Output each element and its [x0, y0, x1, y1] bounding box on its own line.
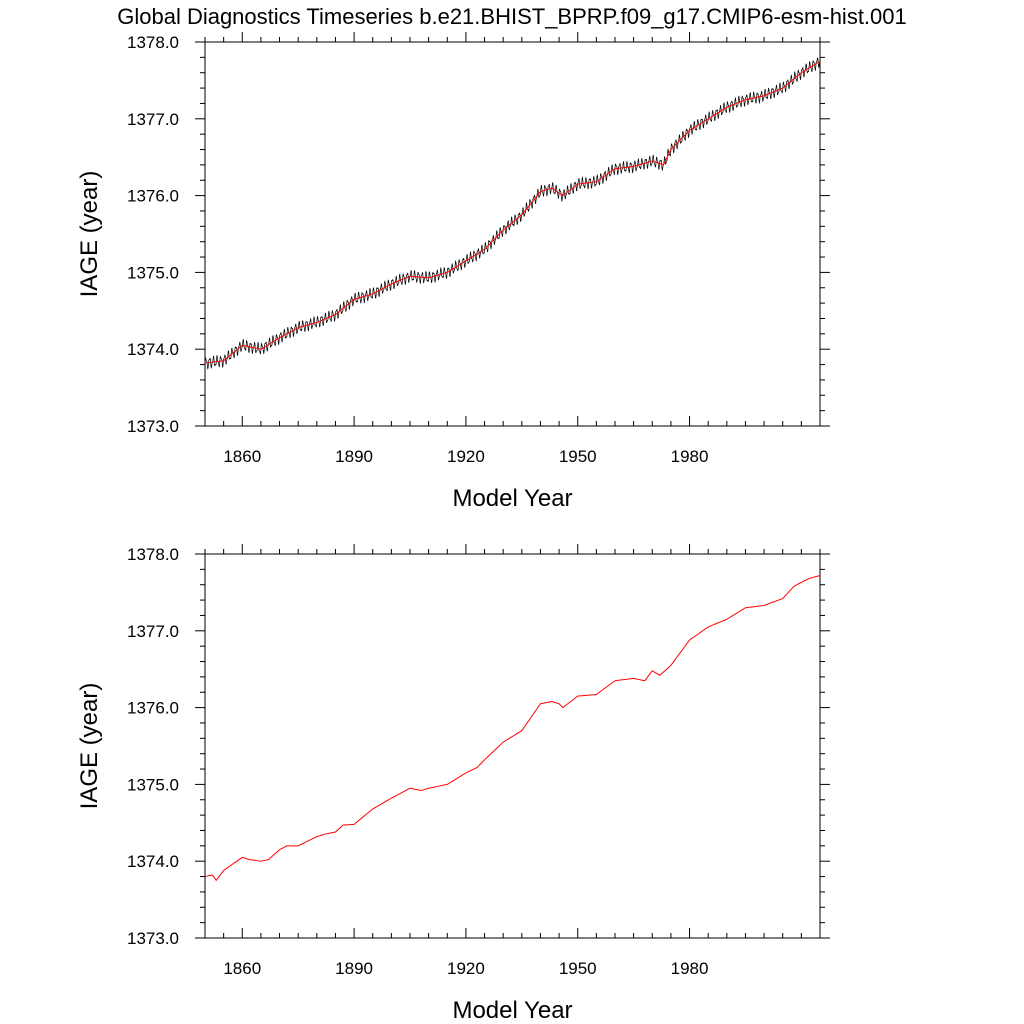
x-tick-label: 1950	[559, 959, 597, 978]
series-line-monthly	[204, 57, 821, 370]
x-axis-title: Model Year	[452, 485, 572, 512]
x-tick-label: 1950	[559, 447, 597, 466]
x-tick-label: 1980	[671, 447, 709, 466]
x-tick-label: 1920	[447, 447, 485, 466]
series-line-smoothed	[204, 575, 821, 881]
series-line-smoothed	[204, 60, 821, 364]
plot-frame	[204, 553, 821, 939]
y-tick-label: 1377.0	[127, 110, 179, 129]
y-axis-title: IAGE (year)	[76, 683, 103, 810]
x-tick-label: 1890	[335, 959, 373, 978]
bottom-panel: 1860 1890 1920 1950 1980 1373.0 1374.0 1375.0 13…	[76, 544, 830, 1024]
y-tick-label: 1374.0	[127, 852, 179, 871]
top-panel: 1860 1890 1920 1950 1980 1373.0 1374.0 1375.0 13…	[76, 32, 830, 512]
y-tick-label: 1378.0	[127, 33, 179, 52]
y-tick-label: 1373.0	[127, 929, 179, 948]
x-tick-label: 1980	[671, 959, 709, 978]
y-axis-title: IAGE (year)	[76, 171, 103, 298]
y-tick-label: 1378.0	[127, 545, 179, 564]
y-tick-label: 1374.0	[127, 340, 179, 359]
plot-frame	[204, 41, 821, 427]
x-tick-label: 1920	[447, 959, 485, 978]
x-tick-label: 1860	[223, 959, 261, 978]
y-tick-label: 1373.0	[127, 417, 179, 436]
x-axis-title: Model Year	[452, 997, 572, 1024]
x-tick-label: 1890	[335, 447, 373, 466]
y-tick-label: 1376.0	[127, 187, 179, 206]
x-tick-label: 1860	[223, 447, 261, 466]
y-tick-label: 1375.0	[127, 263, 179, 282]
y-tick-label: 1376.0	[127, 699, 179, 718]
y-tick-label: 1375.0	[127, 775, 179, 794]
y-tick-label: 1377.0	[127, 622, 179, 641]
figure-title: Global Diagnostics Timeseries b.e21.BHIS…	[117, 4, 907, 29]
